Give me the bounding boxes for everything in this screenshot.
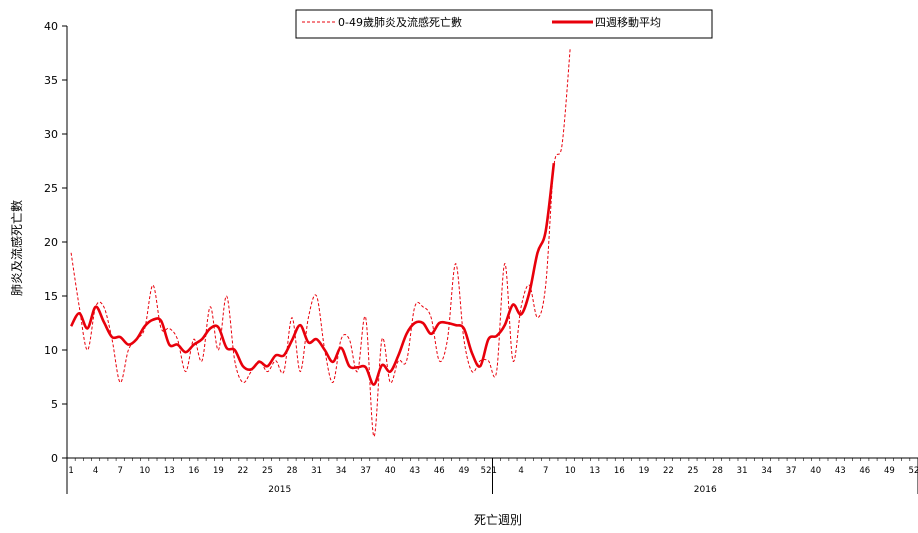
legend-label-deaths: 0-49歲肺炎及流感死亡數: [338, 15, 462, 29]
x-tick-label: 13: [589, 466, 600, 476]
legend-label-moving-average: 四週移動平均: [595, 15, 661, 29]
x-tick-label: 43: [409, 466, 420, 476]
x-tick-label: 46: [859, 466, 870, 476]
x-tick-label: 7: [543, 466, 548, 476]
y-tick-label: 10: [44, 344, 58, 357]
y-tick-label: 0: [51, 452, 58, 465]
x-tick-label: 31: [311, 466, 322, 476]
x-tick-label: 49: [884, 466, 895, 476]
x-tick-label: 37: [360, 466, 371, 476]
x-tick-label: 37: [786, 466, 797, 476]
y-tick-label: 25: [44, 182, 58, 195]
x-tick-label: 10: [139, 466, 150, 476]
x-tick-label: 19: [638, 466, 649, 476]
series-layer: [69, 47, 571, 437]
legend-box: [295, 9, 713, 39]
x-tick-label: 22: [663, 466, 674, 476]
y-tick-label: 30: [44, 128, 58, 141]
x-tick-label: 34: [761, 466, 772, 476]
x-tick-label: 25: [262, 466, 273, 476]
x-tick-label: 49: [458, 466, 469, 476]
y-axis-title: 肺炎及流感死亡數: [9, 200, 24, 296]
x-tick-label: 28: [287, 466, 298, 476]
y-tick-label: 40: [44, 20, 58, 33]
x-tick-label: 19: [213, 466, 224, 476]
x-tick-label: 13: [164, 466, 175, 476]
y-tick-label: 35: [44, 74, 58, 87]
x-tick-label: 40: [810, 466, 821, 476]
year-label: 2016: [694, 485, 717, 495]
x-tick-label: 34: [336, 466, 347, 476]
x-tick-label: 52: [481, 466, 492, 476]
x-tick-label: 43: [835, 466, 846, 476]
series-line-moving-average: [69, 163, 556, 386]
x-tick-label: 1: [492, 466, 497, 476]
year-label: 2015: [268, 485, 291, 495]
x-axis: 1 4 7 10 13 16 19 22 25 28 31 34 37 40 43 46 49 52 1 4 7 10 13…: [66, 457, 918, 495]
x-tick-label: 10: [565, 466, 576, 476]
y-tick-label: 20: [44, 236, 58, 249]
x-tick-label: 4: [93, 466, 98, 476]
x-tick-label: 7: [117, 466, 122, 476]
x-axis-title: 死亡週別: [474, 513, 522, 527]
y-tick-label: 5: [51, 398, 58, 411]
x-tick-label: 22: [238, 466, 249, 476]
x-tick-label: 40: [385, 466, 396, 476]
x-tick-label: 16: [614, 466, 625, 476]
x-tick-label: 28: [712, 466, 723, 476]
y-axis: 0 5 10 15 20 25 30 35 40: [44, 20, 68, 465]
x-tick-label: 31: [737, 466, 748, 476]
x-tick-label: 4: [518, 466, 523, 476]
y-tick-label: 15: [44, 290, 58, 303]
x-tick-label: 46: [434, 466, 445, 476]
legend: 0-49歲肺炎及流感死亡數 四週移動平均: [295, 9, 713, 39]
x-tick-label: 52: [908, 466, 918, 476]
x-tick-label: 16: [188, 466, 199, 476]
series-line-deaths: [70, 47, 571, 437]
x-tick-label: 1: [68, 466, 73, 476]
x-tick-label: 25: [688, 466, 699, 476]
